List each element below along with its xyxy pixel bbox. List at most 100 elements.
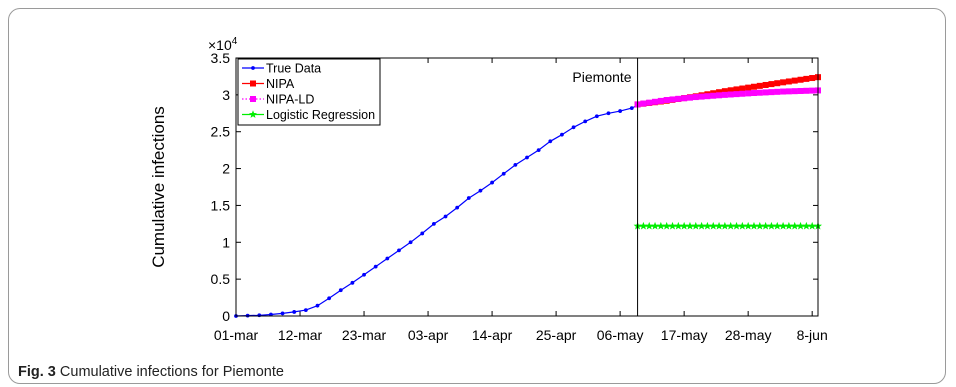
data-point — [808, 221, 817, 230]
data-point — [397, 248, 401, 253]
data-point — [733, 86, 740, 93]
data-point — [594, 114, 599, 119]
caption-text: Cumulative infections for Piemonte — [59, 364, 284, 380]
data-point — [431, 221, 436, 226]
y-multiplier-base: ×10 — [208, 37, 232, 53]
data-point — [803, 87, 810, 94]
data-point — [691, 221, 700, 230]
data-point — [726, 221, 735, 230]
data-point — [756, 89, 763, 96]
series-true-data — [234, 103, 640, 318]
data-point — [802, 221, 811, 230]
data-point — [750, 90, 757, 97]
data-point — [720, 221, 729, 230]
data-point — [640, 100, 647, 107]
data-point — [292, 310, 297, 314]
data-point — [478, 188, 483, 193]
data-point — [762, 81, 769, 88]
data-point — [780, 79, 787, 86]
data-point — [571, 125, 576, 130]
legend-swatch-marker — [250, 80, 256, 87]
data-point — [739, 90, 746, 97]
data-point — [721, 88, 728, 95]
figure-frame — [8, 8, 946, 384]
data-point — [350, 280, 355, 285]
data-point — [803, 75, 810, 82]
y-multiplier-exponent: 4 — [232, 36, 238, 47]
data-point — [774, 88, 781, 95]
y-tick-label: 0.5 — [211, 271, 231, 287]
figure-caption: Fig. 3 Cumulative infections for Piemont… — [18, 364, 284, 380]
data-point — [797, 76, 804, 83]
data-point — [809, 75, 816, 82]
data-point — [761, 221, 770, 230]
data-point — [768, 89, 775, 96]
data-point — [373, 264, 378, 269]
data-point — [680, 221, 689, 230]
x-tick-label: 17-may — [661, 327, 708, 343]
series-logistic-regression — [633, 221, 822, 230]
data-point — [420, 231, 425, 236]
data-point — [756, 82, 763, 89]
data-point — [732, 221, 741, 230]
data-point — [733, 91, 740, 98]
x-tick-label: 03-apr — [408, 327, 449, 343]
series-layer — [234, 74, 822, 318]
y-multiplier: ×104 — [208, 36, 238, 53]
y-tick-label: 0 — [222, 308, 230, 324]
data-point — [767, 221, 776, 230]
data-point — [773, 221, 782, 230]
data-point — [721, 91, 728, 98]
x-tick-label: 8-jun — [797, 327, 828, 343]
data-point — [338, 288, 343, 293]
legend-label: Logistic Regression — [266, 108, 375, 122]
y-tick-label: 1.5 — [211, 197, 231, 213]
data-point — [716, 89, 723, 96]
data-point — [749, 221, 758, 230]
data-point — [645, 221, 654, 230]
data-point — [327, 296, 332, 301]
y-axis-label: Cumulative infections — [149, 106, 168, 268]
data-point — [780, 88, 787, 95]
legend-swatch-marker — [251, 66, 255, 70]
data-point — [785, 88, 792, 95]
data-point — [629, 106, 634, 111]
data-point — [656, 221, 665, 230]
data-point — [750, 83, 757, 90]
data-point — [657, 97, 664, 104]
data-point — [362, 272, 366, 277]
data-point — [703, 221, 712, 230]
figure-number: Fig. 3 — [18, 364, 56, 380]
plot-area — [235, 57, 819, 317]
data-point — [791, 88, 798, 95]
data-point — [583, 119, 588, 124]
y-tick-label: 2 — [222, 161, 230, 177]
data-point — [755, 221, 764, 230]
x-axis: 01-mar 12-mar 23-mar 03-apr 14-apr 25-apr 06-m… — [214, 58, 828, 343]
data-point — [697, 221, 706, 230]
x-tick-label: 06-may — [597, 327, 644, 343]
data-point — [716, 92, 723, 99]
legend-swatch-marker — [250, 96, 256, 102]
data-point — [385, 256, 390, 261]
data-point — [692, 94, 699, 101]
data-point — [257, 313, 262, 318]
data-point — [646, 99, 653, 106]
y-tick-label: 3.5 — [211, 50, 231, 66]
data-point — [774, 80, 781, 87]
data-point — [797, 87, 804, 94]
data-point — [662, 221, 671, 230]
legend-swatch-marker — [249, 110, 257, 118]
series-line — [235, 104, 638, 317]
data-point — [669, 96, 676, 103]
x-tick-label: 12-mar — [278, 327, 323, 343]
x-tick-label: 01-mar — [214, 327, 259, 343]
data-point — [727, 91, 734, 98]
data-point — [668, 221, 677, 230]
data-point — [651, 221, 660, 230]
data-point — [744, 221, 753, 230]
data-point — [768, 81, 775, 88]
data-point — [727, 87, 734, 94]
legend-label: True Data — [266, 62, 321, 76]
